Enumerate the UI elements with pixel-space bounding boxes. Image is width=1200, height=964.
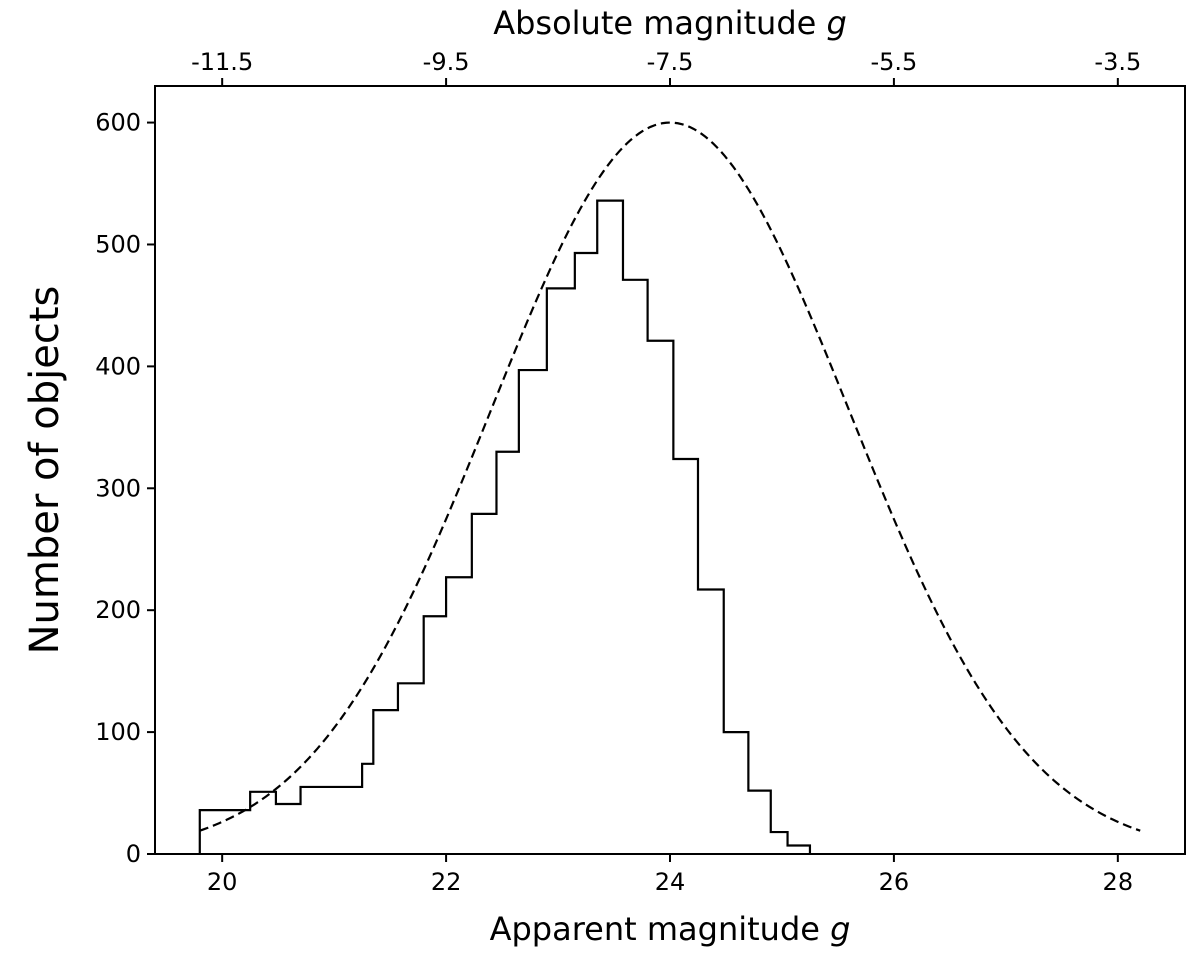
y-tick-label: 600	[95, 109, 141, 137]
y-tick-label: 0	[126, 840, 141, 868]
y-tick-label: 400	[95, 352, 141, 380]
top-x-tick-label: -5.5	[870, 48, 917, 76]
x-tick-label: 22	[431, 868, 462, 896]
top-x-tick-label: -3.5	[1094, 48, 1141, 76]
gaussian-fit-curve	[199, 121, 1141, 832]
top-x-tick-label: -9.5	[423, 48, 470, 76]
x-tick-label: 20	[207, 868, 238, 896]
y-axis: 0 100 200 300 400 500 600	[95, 109, 155, 868]
y-axis-title: Number of objects	[22, 286, 68, 655]
x-axis-title: Apparent magnitude g	[490, 910, 851, 948]
histogram-step-line	[198, 199, 812, 854]
y-tick-label: 100	[95, 718, 141, 746]
x-tick-label: 28	[1103, 868, 1134, 896]
bottom-x-axis: 20 22 24 26 28	[207, 854, 1133, 896]
y-tick-label: 500	[95, 230, 141, 258]
plot-frame	[154, 85, 1186, 855]
y-tick-label: 300	[95, 474, 141, 502]
top-x-axis-title: Absolute magnitude g	[493, 4, 847, 42]
top-x-tick-label: -11.5	[191, 48, 253, 76]
top-x-tick-label: -7.5	[647, 48, 694, 76]
y-tick-label: 200	[95, 596, 141, 624]
x-tick-label: 26	[879, 868, 910, 896]
top-x-axis: -11.5 -9.5 -7.5 -5.5 -3.5	[191, 48, 1141, 86]
x-tick-label: 24	[655, 868, 686, 896]
